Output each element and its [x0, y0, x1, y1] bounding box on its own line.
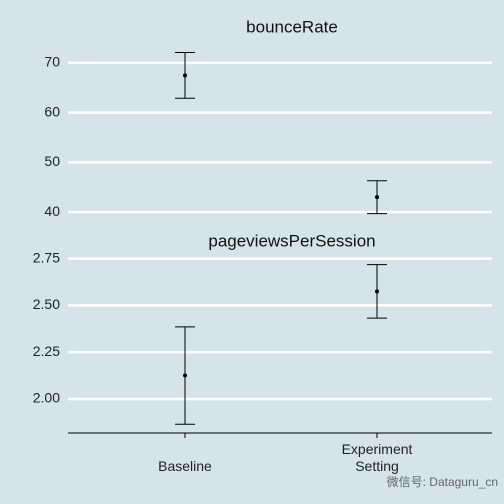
facet-title: pageviewsPerSession [208, 231, 375, 250]
y-tick-label: 70 [44, 54, 60, 70]
point [183, 373, 187, 378]
point [375, 195, 379, 200]
watermark: 微信号: Dataguru_cn [386, 475, 498, 489]
point [375, 289, 379, 294]
facet-title: bounceRate [246, 17, 338, 36]
y-tick-label: 50 [44, 153, 60, 169]
y-tick-label: 60 [44, 103, 60, 119]
y-tick-label: 2.50 [33, 296, 60, 312]
x-tick-label: Baseline [158, 458, 212, 474]
y-tick-label: 2.00 [33, 390, 60, 406]
y-tick-label: 2.25 [33, 343, 60, 359]
y-tick-label: 40 [44, 203, 60, 219]
point [183, 73, 187, 78]
x-tick-label: Experiment Setting [341, 441, 413, 474]
y-tick-label: 2.75 [33, 249, 60, 265]
